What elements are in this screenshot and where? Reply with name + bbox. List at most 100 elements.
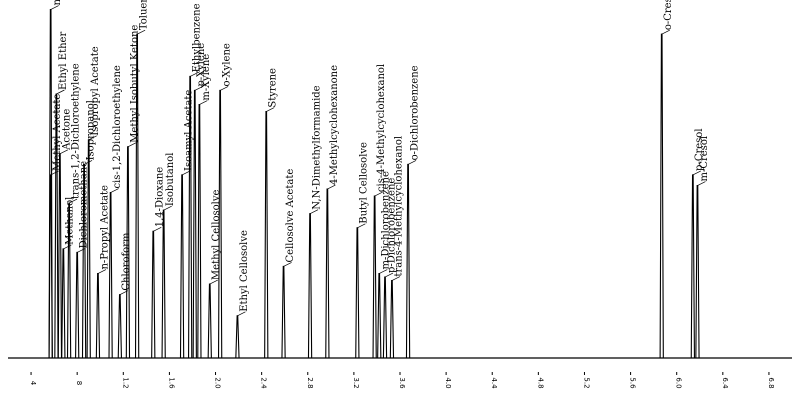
x-axis-ticks: 4 8 1.2 1.6 2.0 2.4 2.8 3.2 3.6 4.0 4.4 4.8 5.2 5.6 6.… [29,372,775,389]
leader-trans-4-methylcyclohexanol [391,276,401,281]
peak-label-butyl-cellosolve: Butyl Cellosolve [359,142,370,224]
x-tick-label: 2.8 [306,377,314,388]
leader-1-4-dioxane [153,226,162,232]
peak-label-isobutanol: Isobutanol [165,153,176,207]
peak-m-dichlorobenzene [377,272,382,359]
leader-isopropanol [83,160,93,165]
peak-label-methanol: Methanol [65,197,76,245]
peak-label-o-xylene: o-Xylene [222,43,233,86]
leader-p-cresol [692,170,702,176]
peak-label-ethyl-ether: Ethyl Ether [58,32,69,90]
x-tick-label: 6.0 [675,377,683,388]
peak-label-isoamyl-acetate: Isoamyl Acetate [184,90,195,171]
leader-isobutanol [163,205,172,211]
peak-butyl-cellosolve [355,227,360,359]
peak-label-n-hexane: n-Hexane [52,0,63,6]
peak-o-dichlorobenzene [405,163,411,359]
peak-trans-4-methylcyclohexanol [389,280,395,359]
peak-label-cis-1-2-dichloroethylene: cis-1,2-Dichloroethylene [112,65,123,188]
leader-isoamyl-acetate [181,170,191,176]
peak-p-cresol [690,174,695,359]
x-tick-label: 1.2 [121,377,129,388]
peak-label-ethylbenzene: Ethylbenzene [192,3,203,72]
x-tick-label: 6.8 [767,377,775,388]
leader-o-dichlorobenzene [407,160,417,165]
leader-isopropyl-acetate [88,135,97,141]
leader-ethyl-cellosolve [237,311,246,317]
x-tick-label: 6.4 [721,377,729,389]
leader-n-propyl-acetate [97,269,107,274]
peak-label-o-cresol: o-Cresol [663,0,674,30]
peak-label-4-methylcyclohexanone: 4-Methylcyclohexanone [329,65,340,185]
peak-label-p-cresol: p-Cresol [694,128,705,170]
leader-p-xylene [194,86,203,91]
x-tick-label: 8 [75,381,83,385]
peak-m-cresol [695,184,700,359]
peak-label-1-4-dioxane: 1,4-Dioxane [155,167,166,228]
leader-acetone [59,149,69,155]
peak-label-chloroform: Chloroform [121,232,132,291]
label-leader-group [50,5,706,317]
leader-m-dichlorobenzene [379,269,388,274]
peak-label-acetone: Acetone [61,109,72,151]
leader-chloroform [119,290,128,295]
peak-methyl-cellosolve [207,283,212,359]
leader-cis-1-2-dichloroethylene [110,188,119,193]
leader-m-cresol [697,181,706,186]
peak-ethyl-ether [54,93,59,359]
peak-isopropanol [81,163,87,359]
peak-label-ethyl-cellosolve: Ethyl Cellosolve [239,230,250,312]
x-tick-label: 4.0 [444,377,452,388]
peak-isoamyl-acetate [179,174,185,359]
leader-butyl-cellosolve [357,223,366,229]
peak-methyl-acetate [48,174,53,359]
leader-methanol [63,244,72,250]
peak-label-m-dichlorobenzene: m-Dichlorobenzene [381,171,392,270]
peak-label-group: n-Hexane Methyl Acetate Ethyl Ether Acetone… [52,0,710,312]
peak-cellosolve-acetate [281,265,286,359]
peak-label-cis-4-methylcyclohexanol: cis-4-Methylcyclohexanol [376,64,387,192]
peak-label-cellosolve-acetate: Cellosolve Acetate [285,169,296,263]
peak-methanol [61,248,66,359]
peak-label-methyl-isobutyl-ketone: Methyl Isobutyl Ketone [129,25,140,143]
leader-p-dichlorobenzene [384,272,394,278]
peak-n-hexane [48,8,53,359]
peak-o-cresol [659,33,664,359]
leader-m-xylene [199,100,208,105]
peak-dichloromethane [75,251,80,359]
peak-label-n-n-dimethylformamide: N,N-Dimethylformamide [311,85,322,209]
x-tick-label: 4.4 [490,377,498,389]
leader-o-xylene [219,86,229,91]
peak-styrene [264,111,269,359]
peak-group [48,8,700,359]
peak-label-methyl-cellosolve: Methyl Cellosolve [211,189,222,280]
peak-p-xylene [192,89,197,359]
peak-o-xylene [217,89,223,359]
peak-label-p-xylene: p-Xylene [196,43,207,87]
leader-4-methylcyclohexanone [327,184,336,190]
x-tick-label: 3.2 [352,377,360,388]
leader-methyl-isobutyl-ketone [127,142,137,148]
peak-m-xylene [197,104,202,359]
peak-acetone [57,153,63,359]
x-tick-label: 4 [29,381,37,386]
peak-label-trans-4-methylcyclohexanol: trans-4-Methylcyclohexanol [393,136,404,277]
leader-cis-4-methylcyclohexanol [374,191,383,197]
peak-cis-4-methylcyclohexanol [372,195,377,359]
peak-chloroform [117,294,122,359]
leader-n-hexane [50,5,59,10]
peak-label-p-dichlorobenzene: p-Dichlorobenzene [386,178,397,273]
peak-1-4-dioxane [151,230,156,359]
x-tick-label: 5.2 [582,377,590,388]
peak-p-dichlorobenzene [382,276,388,359]
peak-label-isopropyl-acetate: Isopropyl Acetate [90,46,101,135]
peak-label-toluene: Toluene [139,0,150,30]
leader-o-cresol [661,29,670,35]
peak-ethyl-cellosolve [235,315,240,359]
leader-cellosolve-acetate [283,262,292,267]
leader-ethylbenzene [190,72,199,77]
x-tick-label: 3.6 [398,377,406,389]
x-tick-label: 1.6 [167,377,175,389]
x-tick-label: 2.0 [214,377,222,388]
